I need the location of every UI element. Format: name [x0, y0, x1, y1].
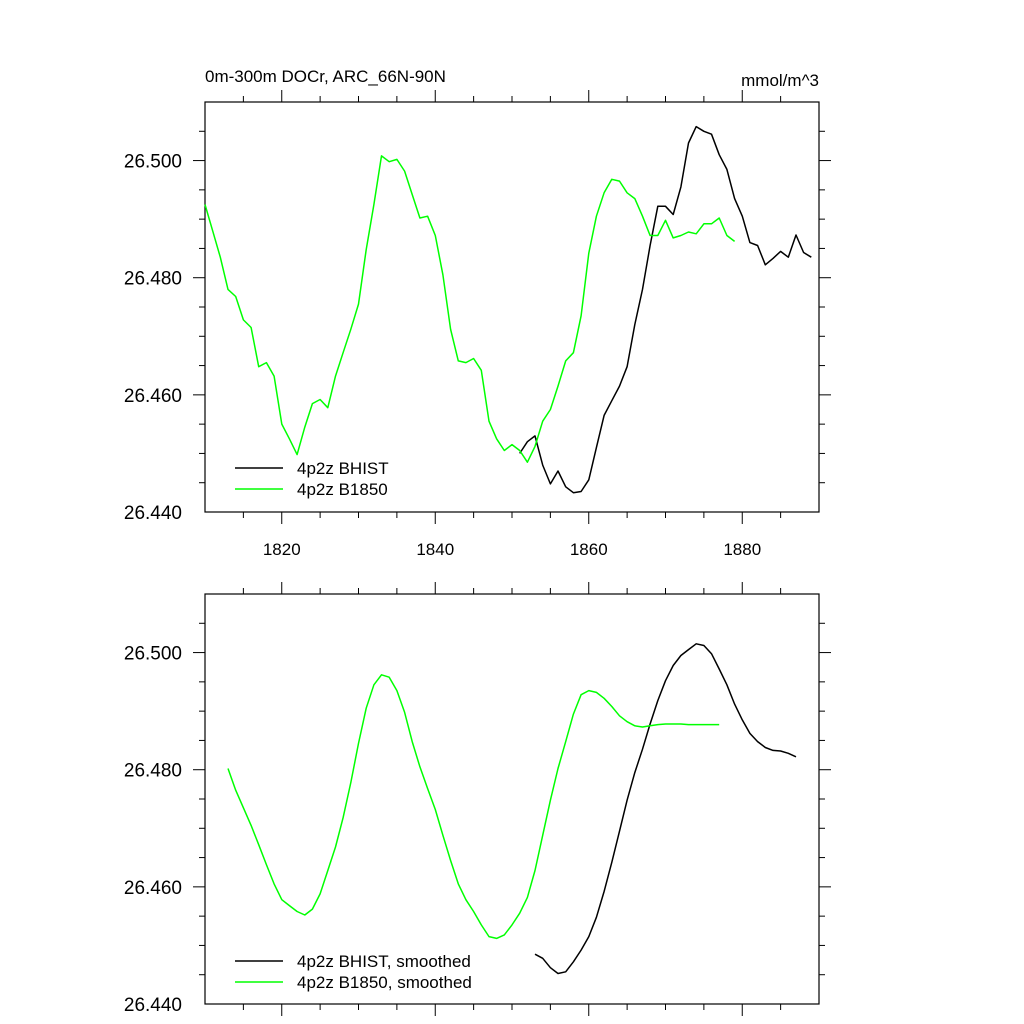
series-line-4p2z-b1850: [204, 155, 736, 463]
bottom-axis-ticks: 26.440 26.460 26.480 26.500: [124, 582, 831, 1016]
series-line-4p2z-b1850-smoothed: [227, 674, 720, 940]
top-legend: 4p2z BHIST 4p2z B1850: [235, 459, 389, 499]
bottom-series-group: [227, 643, 797, 975]
legend-label: 4p2z BHIST, smoothed: [297, 952, 471, 971]
y-tick-label: 26.500: [124, 152, 182, 173]
top-plot-frame: [204, 101, 820, 513]
y-tick-label: 26.500: [124, 644, 182, 665]
bottom-plot-frame: [204, 593, 820, 1005]
y-tick-label: 26.460: [124, 878, 182, 899]
x-tick-label: 1880: [723, 540, 761, 559]
y-tick-label: 26.480: [124, 269, 182, 290]
top-chart-title: 0m-300m DOCr, ARC_66N-90N: [205, 67, 446, 86]
top-panel: 0m-300m DOCr, ARC_66N-90N mmol/m^3 1820 1…: [124, 67, 831, 559]
y-tick-label: 26.460: [124, 386, 182, 407]
x-tick-label: 1820: [263, 540, 301, 559]
x-tick-label: 1860: [570, 540, 608, 559]
legend-label: 4p2z BHIST: [297, 459, 389, 478]
top-axis-ticks: 1820 1840 1860 1880 26.440 26.460 26.480 26.500: [124, 90, 831, 559]
y-tick-label: 26.440: [124, 995, 182, 1016]
series-line-4p2z-bhist: [519, 125, 812, 494]
series-line-4p2z-bhist-smoothed: [534, 643, 797, 975]
bottom-panel: 26.440 26.460 26.480 26.500 4p2z BHIST, smo…: [124, 582, 831, 1016]
y-tick-label: 26.480: [124, 761, 182, 782]
x-tick-label: 1840: [416, 540, 454, 559]
top-units-label: mmol/m^3: [741, 71, 819, 90]
legend-label: 4p2z B1850: [297, 480, 388, 499]
top-series-group: [204, 125, 812, 494]
y-tick-label: 26.440: [124, 503, 182, 524]
bottom-legend: 4p2z BHIST, smoothed 4p2z B1850, smoothed: [235, 952, 472, 992]
legend-label: 4p2z B1850, smoothed: [297, 973, 472, 992]
